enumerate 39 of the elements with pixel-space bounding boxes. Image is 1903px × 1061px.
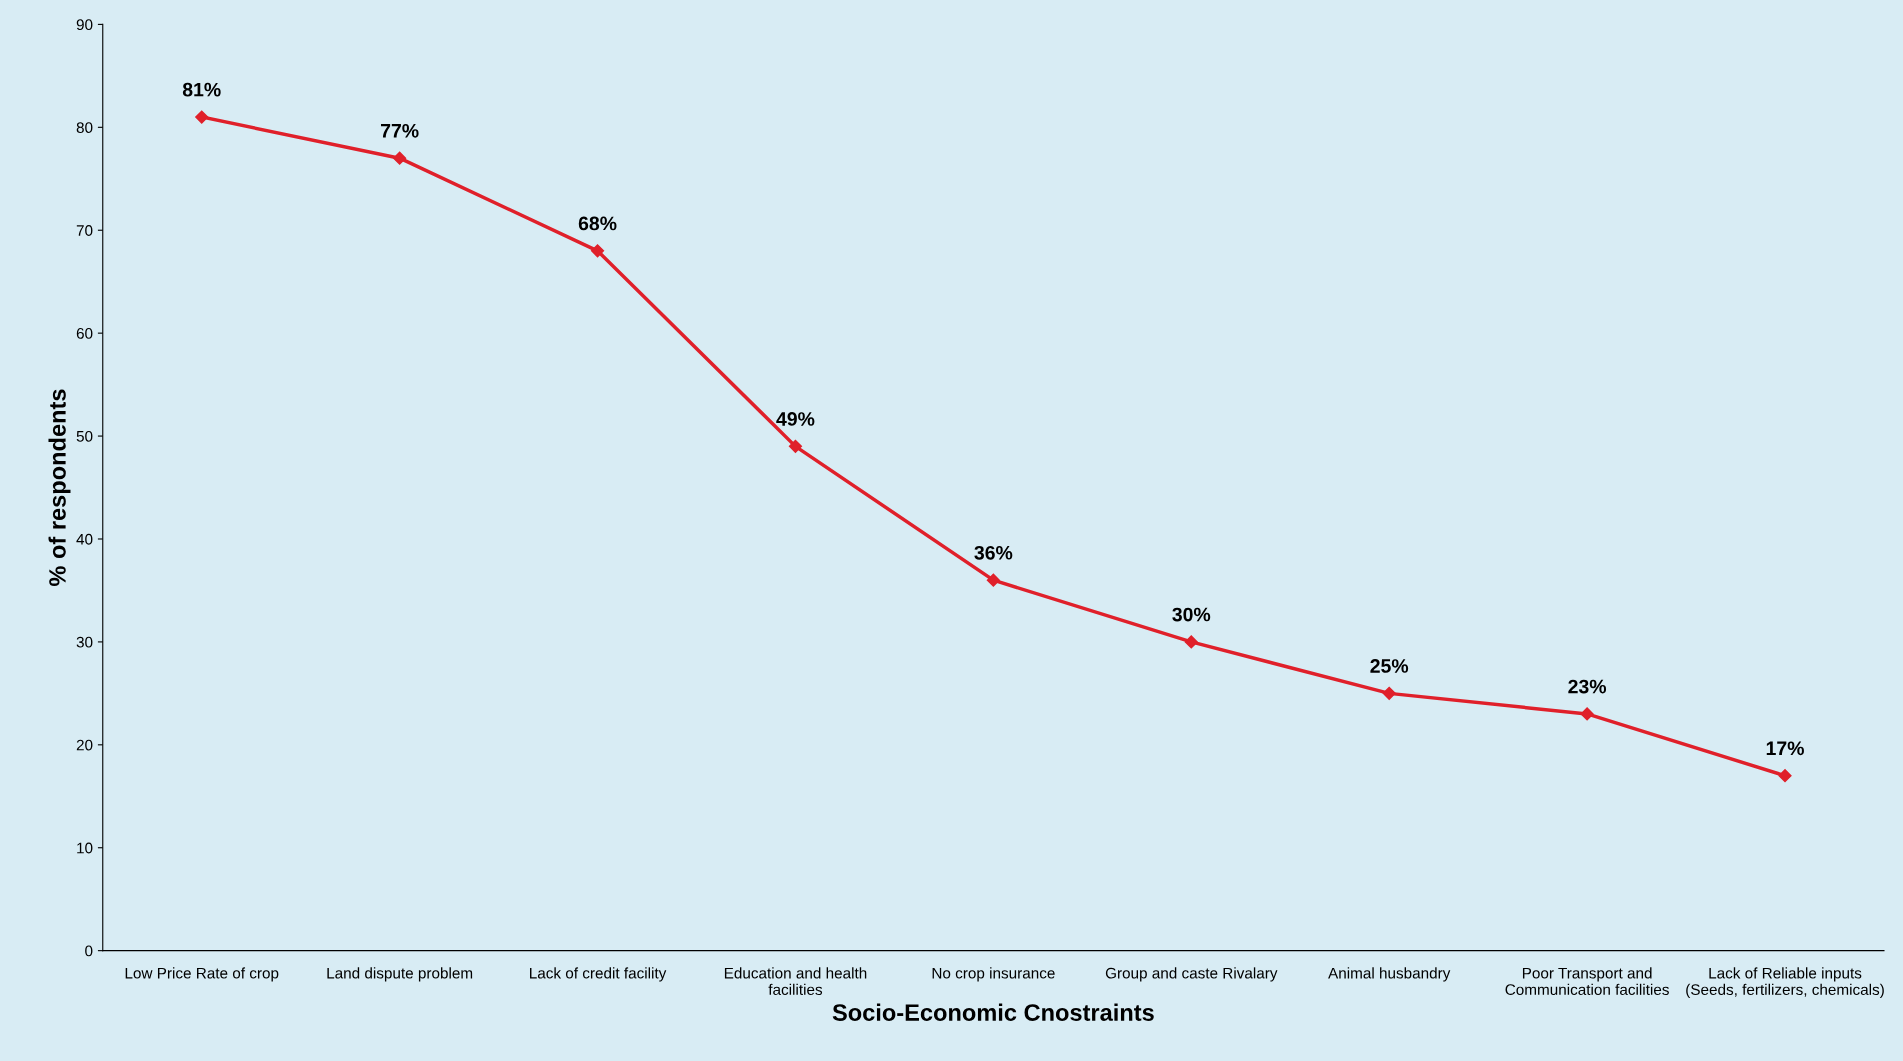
x-tick-label: Lack of Reliable inputs (Seeds, fertilizers, chemicals) (1686, 967, 1884, 999)
data-label: 17% (1766, 741, 1804, 756)
y-tick-label: 10 (77, 842, 93, 854)
x-tick-label: Land dispute problem (327, 967, 473, 982)
point (1184, 635, 1198, 649)
point (195, 110, 209, 124)
data-label: 77% (381, 123, 419, 138)
point (393, 151, 407, 165)
y-tick-label: 90 (76, 19, 93, 31)
y-tick-label: 60 (76, 328, 93, 339)
x-tick-label: Poor Transport and Communication facilities (1505, 967, 1669, 995)
y-tick-label: 0 (85, 945, 93, 957)
y-tick-label: 30 (76, 636, 93, 648)
x-axis-title: Socio-Economic Cnostraints (832, 1003, 1154, 1021)
x-tick-label: Education and health facilities (724, 967, 867, 995)
y-tick-label: 20 (76, 739, 93, 751)
data-label: 25% (1370, 659, 1409, 673)
data-label: 49% (776, 412, 815, 426)
data-label: 23% (1568, 679, 1607, 694)
point (1778, 769, 1792, 783)
data-label: 36% (974, 545, 1013, 560)
y-tick-label: 70 (76, 225, 93, 236)
y-tick-label: 40 (76, 533, 93, 545)
y-tick-label: 80 (76, 122, 93, 134)
data-label: 68% (578, 216, 617, 231)
point (986, 573, 1000, 587)
point (788, 439, 803, 453)
x-tick-label: No crop insurance (932, 967, 1055, 982)
x-tick-label: Low Price Rate of crop (125, 967, 279, 982)
data-label: 30% (1172, 607, 1211, 622)
x-tick-label: Animal husbandry (1328, 967, 1451, 982)
point (590, 244, 605, 258)
point (1580, 707, 1594, 721)
x-tick-label: Group and caste Rivalary (1105, 967, 1278, 982)
point (1382, 686, 1396, 700)
y-axis-title: % of respondents (48, 389, 71, 586)
x-tick-label: Lack of credit facility (530, 967, 667, 982)
y-tick-label: 50 (76, 430, 93, 442)
data-label: 81% (182, 82, 221, 97)
